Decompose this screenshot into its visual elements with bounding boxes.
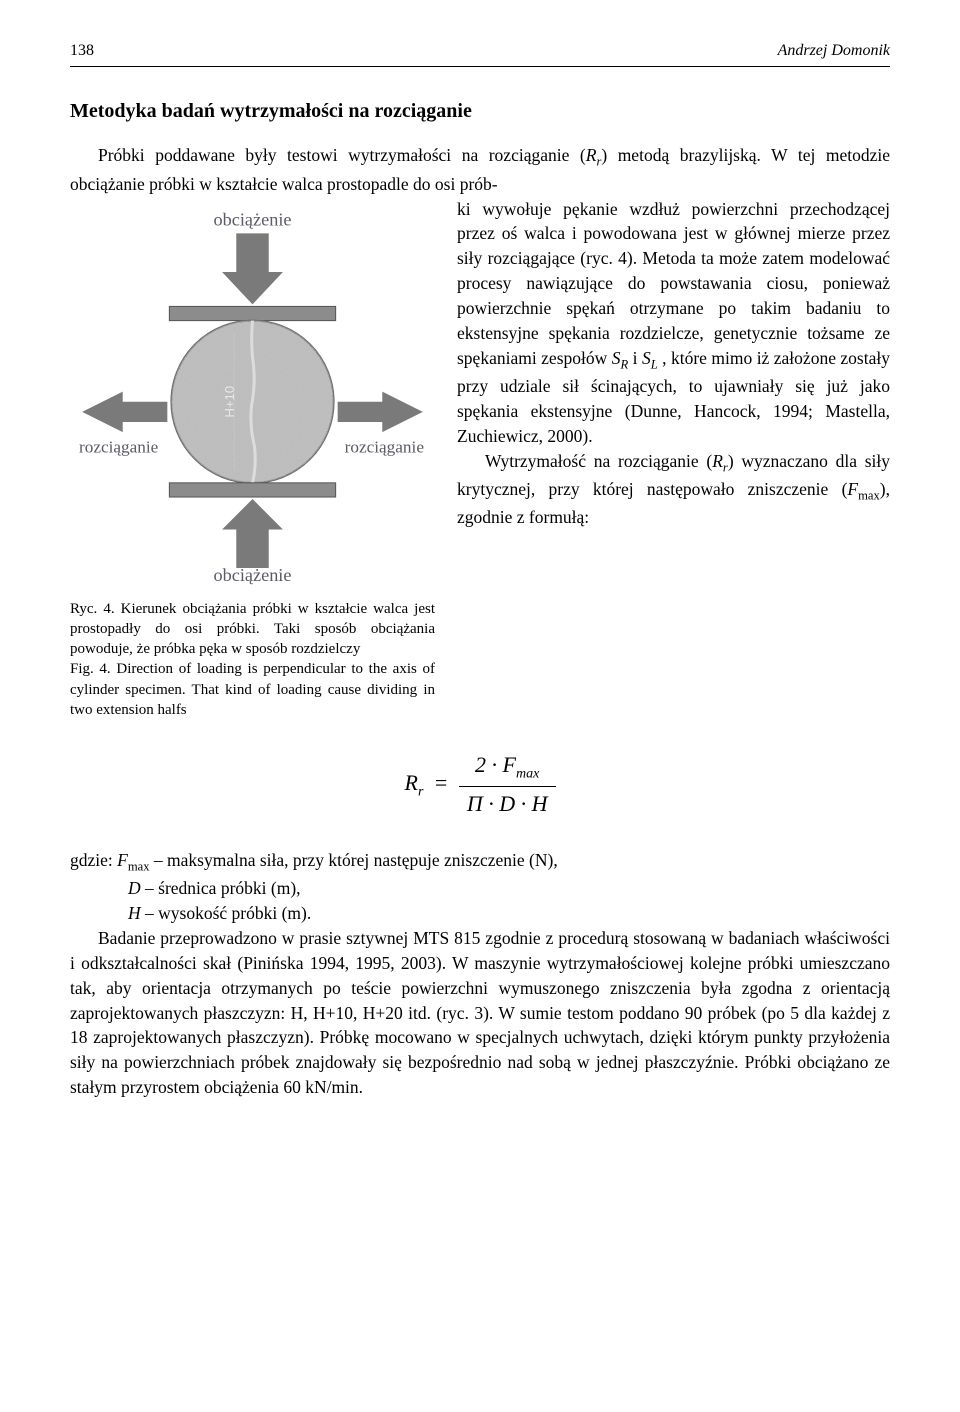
formula-fraction: 2 · Fmax Π · D · H bbox=[459, 750, 556, 820]
defs-line-1: gdzie: Fmax – maksymalna siła, przy któr… bbox=[70, 848, 890, 876]
section-title: Metodyka badań wytrzymałości na rozciąga… bbox=[70, 97, 890, 125]
formula-denominator: Π · D · H bbox=[459, 787, 556, 820]
bottom-plate bbox=[169, 482, 335, 496]
paragraph-after: Badanie przeprowadzono w prasie sztywnej… bbox=[70, 926, 890, 1100]
label-inner: H+10 bbox=[222, 385, 237, 417]
caption-pl-text: Kierunek obciążania próbki w kształcie w… bbox=[70, 601, 435, 658]
caption-en-text: Direction of loading is perpendicular to… bbox=[70, 661, 435, 718]
formula-numerator: 2 · Fmax bbox=[459, 750, 556, 787]
arrow-right bbox=[338, 391, 423, 432]
formula-lhs: Rr bbox=[405, 770, 424, 795]
arrow-left bbox=[82, 391, 167, 432]
top-plate bbox=[169, 306, 335, 320]
label-bottom-load: obciążenie bbox=[214, 565, 292, 585]
formula-eq: = bbox=[435, 770, 447, 795]
paragraph-intro: Próbki poddawane były testowi wytrzymało… bbox=[70, 143, 890, 196]
defs-line-3: H – wysokość próbki (m). bbox=[70, 901, 890, 926]
caption-pl-label: Ryc. 4. bbox=[70, 601, 115, 617]
label-top-load: obciążenie bbox=[213, 209, 291, 229]
after-formula-block: gdzie: Fmax – maksymalna siła, przy któr… bbox=[70, 848, 890, 1100]
content-wrap: Próbki poddawane były testowi wytrzymało… bbox=[70, 143, 890, 720]
defs-line-2: D – średnica próbki (m), bbox=[70, 876, 890, 901]
page-number: 138 bbox=[70, 40, 94, 62]
author-name: Andrzej Domonik bbox=[778, 40, 890, 62]
label-left-tension: rozciąganie bbox=[79, 437, 159, 456]
caption-en-label: Fig. 4. bbox=[70, 661, 111, 677]
figure-caption: Ryc. 4. Kierunek obciążania próbki w ksz… bbox=[70, 599, 435, 721]
body-intro: Próbki poddawane były testowi wytrzymało… bbox=[70, 143, 890, 196]
page-header: 138 Andrzej Domonik bbox=[70, 40, 890, 67]
arrow-top bbox=[222, 233, 283, 304]
formula: Rr = 2 · Fmax Π · D · H bbox=[70, 750, 890, 820]
figure-block: obciążenie H+10 rozciąganie ro bbox=[70, 203, 435, 721]
label-right-tension: rozciąganie bbox=[345, 437, 425, 456]
